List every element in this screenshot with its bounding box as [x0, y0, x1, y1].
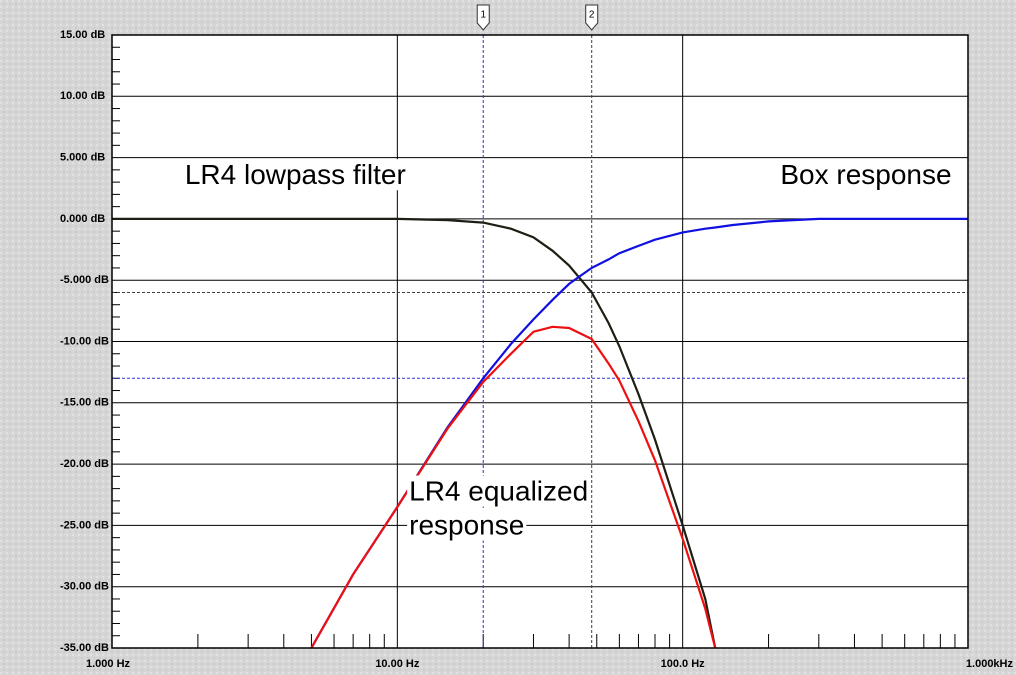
y-tick-label: -20.00 dB: [60, 458, 109, 470]
series-line: [310, 325, 717, 649]
series-line: [112, 217, 717, 649]
x-tick-label: 1.000 Hz: [86, 658, 131, 670]
annotation: LR4 lowpass filter: [185, 159, 406, 190]
annotation: response: [409, 510, 524, 541]
annotation-bg: [182, 159, 408, 191]
plot-frame: [111, 34, 969, 649]
y-tick-label: -10.00 dB: [60, 335, 109, 347]
series-line: [310, 217, 968, 649]
x-tick-label: 1.000kHz: [966, 658, 1014, 670]
y-tick-label: -25.00 dB: [60, 519, 109, 531]
annotation-bg: [407, 509, 527, 541]
x-tick-label: 100.0 Hz: [661, 658, 706, 670]
cursor-flag: [585, 4, 599, 31]
cursor-label: 2: [589, 10, 595, 21]
y-tick-label: -35.00 dB: [60, 642, 109, 654]
cursor-flag: [476, 4, 490, 31]
annotation-bg: [407, 475, 591, 507]
y-tick-label: -30.00 dB: [60, 581, 109, 593]
y-tick-label: 15.00 dB: [60, 29, 105, 41]
annotation: LR4 equalized: [409, 476, 588, 507]
x-tick-label: 10.00 Hz: [375, 658, 420, 670]
y-tick-label: 5.000 dB: [60, 152, 105, 164]
y-tick-label: -15.00 dB: [60, 397, 109, 409]
y-tick-label: -5.000 dB: [60, 274, 109, 286]
cursor-label: 1: [480, 10, 486, 21]
annotation: Box response: [780, 159, 951, 190]
y-tick-label: 10.00 dB: [60, 90, 105, 102]
annotation-bg: [778, 159, 954, 191]
y-tick-label: 0.000 dB: [60, 213, 105, 225]
